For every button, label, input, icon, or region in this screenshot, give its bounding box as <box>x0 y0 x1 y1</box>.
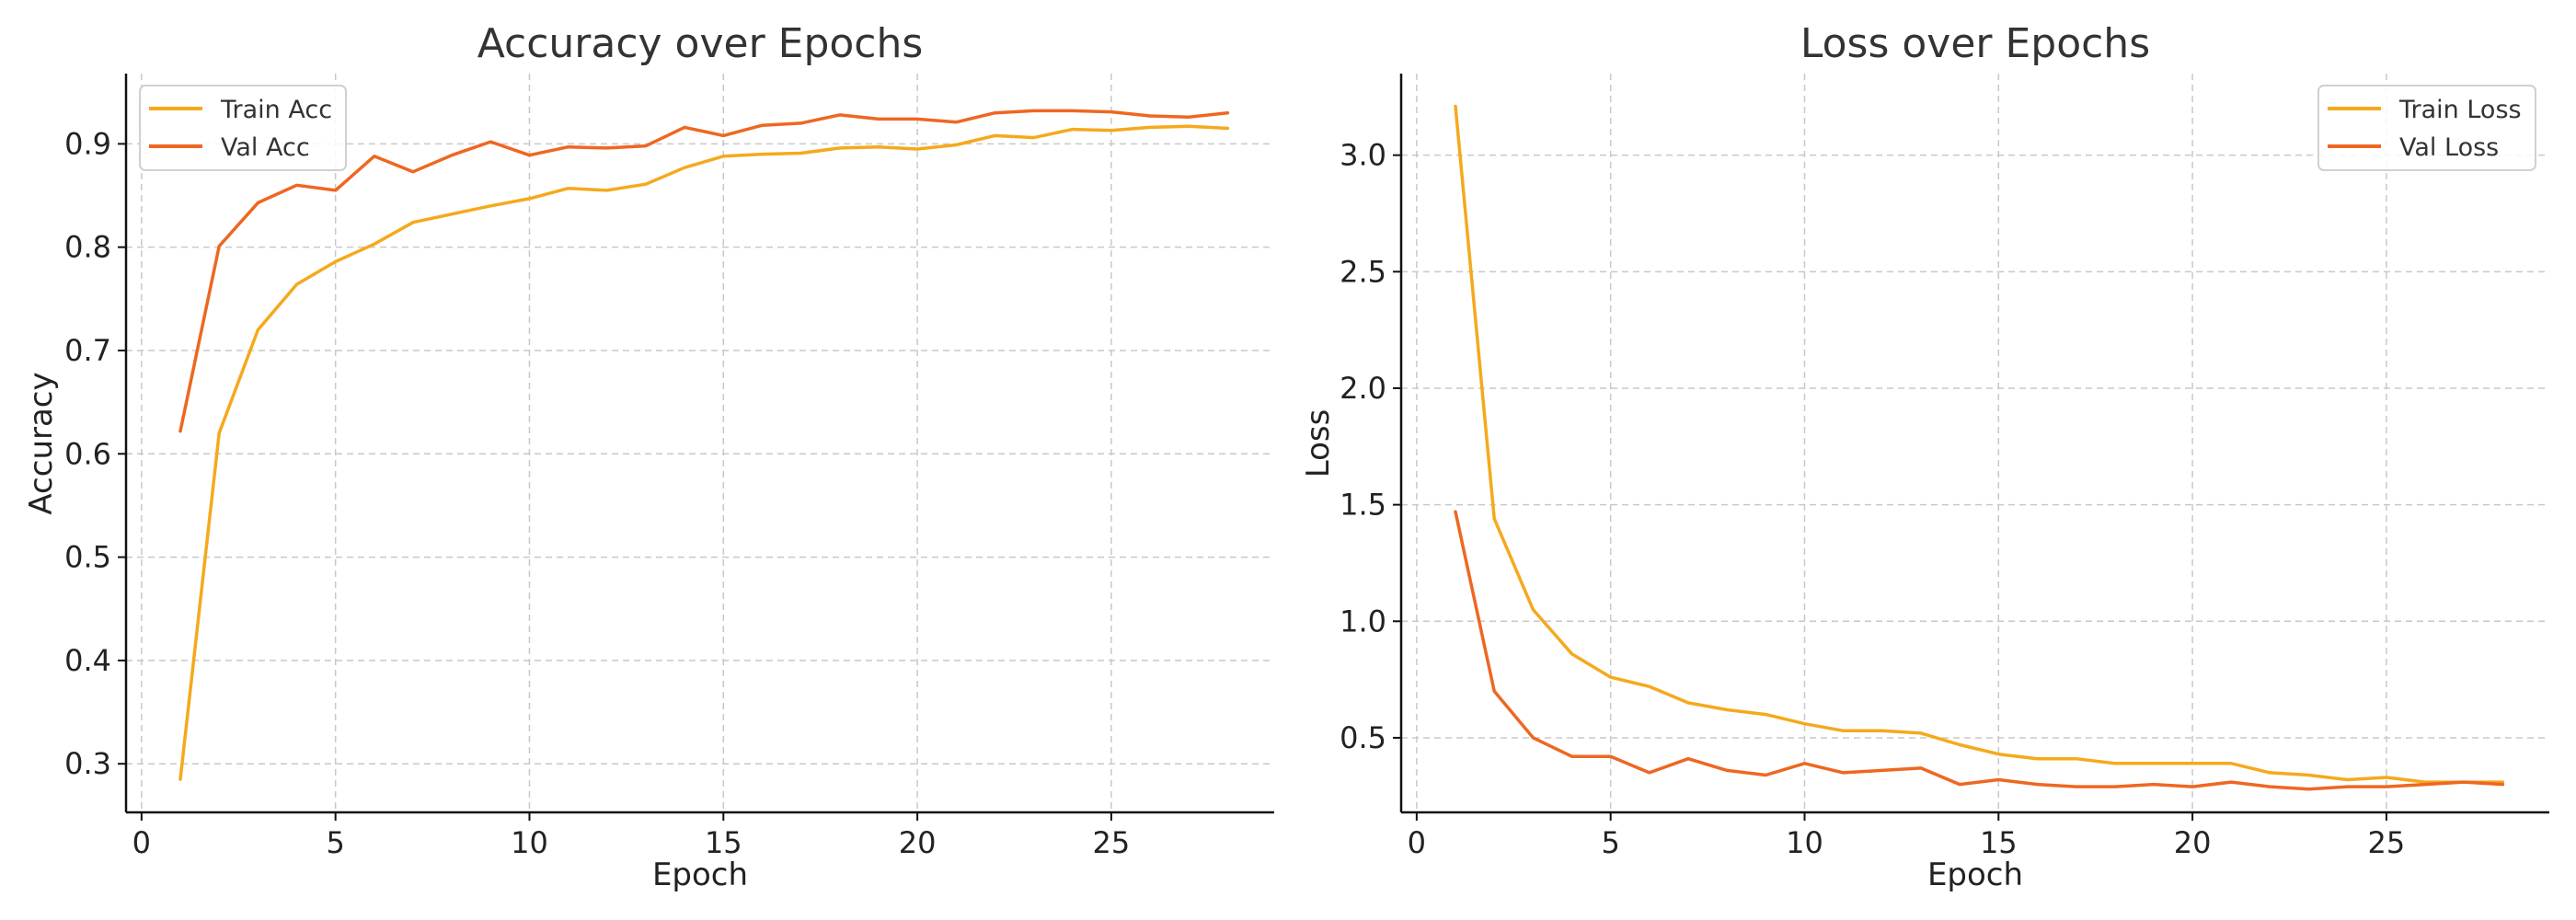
accuracy-legend-label-val: Val Acc <box>221 133 310 162</box>
loss-x-tick-label-3: 15 <box>1980 825 2018 860</box>
accuracy-y-tick-label-4: 0.7 <box>64 333 111 368</box>
accuracy-x-tick-label-2: 10 <box>511 825 548 860</box>
loss-x-tick-label-1: 5 <box>1601 825 1619 860</box>
accuracy-y-axis-label: Accuracy <box>23 372 60 514</box>
loss-y-tick-label-3: 2.0 <box>1340 371 1386 406</box>
loss-y-tick-label-1: 1.0 <box>1340 604 1386 638</box>
accuracy-y-tick-label-0: 0.3 <box>64 746 111 781</box>
loss-series-val-line <box>1454 510 2505 791</box>
loss-chart: 0 5 10 15 20 25 0.5 1.0 1.5 2.0 2.5 3.0 Loss over E… <box>1300 20 2549 893</box>
accuracy-x-tick-label-5: 25 <box>1093 825 1131 860</box>
loss-x-tick-label-0: 0 <box>1408 825 1426 860</box>
loss-y-tick-label-5: 3.0 <box>1340 138 1386 173</box>
loss-ticks: 0 5 10 15 20 25 0.5 1.0 1.5 2.0 2.5 3.0 <box>1340 138 2405 860</box>
accuracy-chart-title: Accuracy over Epochs <box>477 20 924 67</box>
loss-grid <box>1401 74 2549 812</box>
loss-series-layer <box>1454 104 2505 791</box>
accuracy-x-axis-label: Epoch <box>652 857 748 893</box>
accuracy-series-val-line <box>178 109 1230 433</box>
accuracy-x-tick-label-3: 15 <box>705 825 742 860</box>
accuracy-y-tick-label-2: 0.5 <box>64 540 111 575</box>
accuracy-grid <box>126 74 1274 812</box>
loss-legend-label-val: Val Loss <box>2399 133 2499 162</box>
accuracy-legend: Train Acc Val Acc <box>139 85 347 171</box>
loss-y-tick-label-4: 2.5 <box>1340 254 1386 289</box>
loss-x-tick-label-4: 20 <box>2174 825 2212 860</box>
accuracy-y-tick-label-1: 0.4 <box>64 643 111 678</box>
accuracy-ticks: 0 5 10 15 20 25 0.3 0.4 0.5 0.6 0.7 0.8 0.9 <box>64 126 1130 860</box>
accuracy-series-layer <box>178 109 1230 781</box>
accuracy-y-tick-label-6: 0.9 <box>64 126 111 161</box>
loss-series-train-line <box>1454 104 2505 784</box>
accuracy-x-tick-label-0: 0 <box>132 825 151 860</box>
loss-y-tick-label-0: 0.5 <box>1340 720 1386 755</box>
accuracy-y-tick-label-5: 0.8 <box>64 230 111 265</box>
accuracy-chart: 0 5 10 15 20 25 0.3 0.4 0.5 0.6 0.7 0.8 0.9 Accuracy… <box>23 20 1274 893</box>
accuracy-x-tick-label-4: 20 <box>899 825 937 860</box>
loss-x-tick-label-2: 10 <box>1786 825 1823 860</box>
loss-legend: Train Loss Val Loss <box>2317 85 2536 171</box>
loss-chart-title: Loss over Epochs <box>1800 20 2150 67</box>
accuracy-series-train-line <box>178 124 1230 781</box>
loss-y-axis-label: Loss <box>1300 409 1337 478</box>
accuracy-legend-label-train: Train Acc <box>220 96 332 124</box>
loss-legend-label-train: Train Loss <box>2398 96 2522 124</box>
loss-x-axis-label: Epoch <box>1927 857 2023 893</box>
loss-y-tick-label-2: 1.5 <box>1340 488 1386 523</box>
accuracy-x-tick-label-1: 5 <box>326 825 344 860</box>
accuracy-y-tick-label-3: 0.6 <box>64 436 111 471</box>
loss-x-tick-label-5: 25 <box>2368 825 2406 860</box>
